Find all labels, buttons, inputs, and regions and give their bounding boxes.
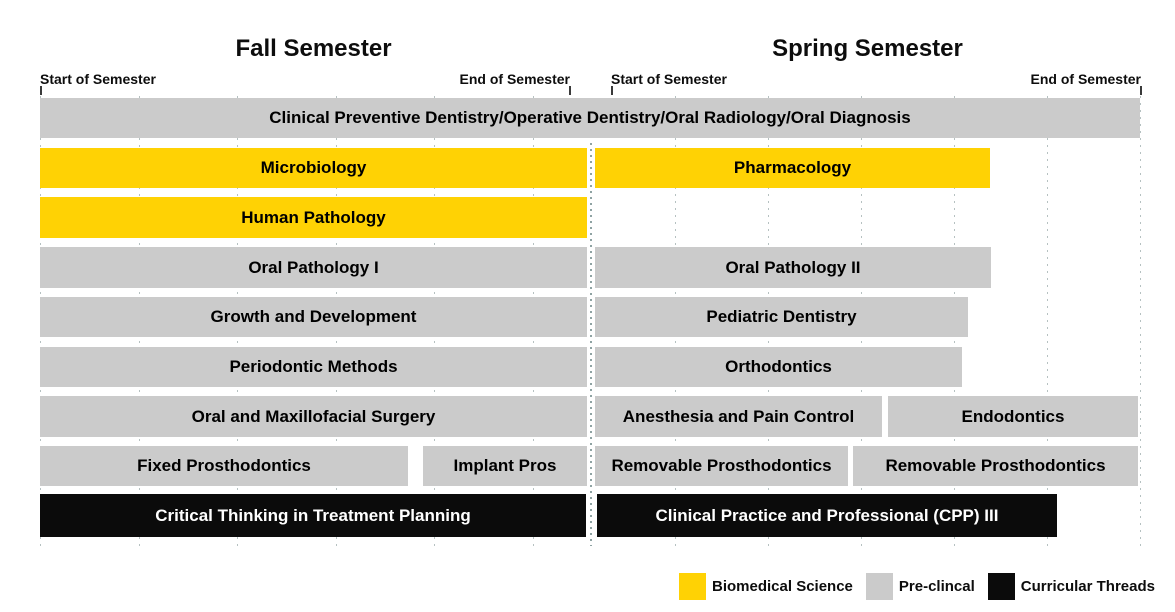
course-bar: Removable Prosthodontics: [595, 446, 848, 486]
course-bar: Orthodontics: [595, 347, 962, 387]
course-bar: Microbiology: [40, 148, 587, 188]
course-bar: Clinical Preventive Dentistry/Operative …: [40, 98, 1140, 138]
course-bar: Implant Pros: [423, 446, 587, 486]
course-bar: Oral Pathology I: [40, 247, 587, 288]
legend-item: Biomedical Science: [679, 572, 853, 600]
course-bar: Fixed Prosthodontics: [40, 446, 408, 486]
spring-end-of-semester-label: End of Semester: [1030, 71, 1141, 87]
legend: Biomedical Science Pre-clincal Curricular …: [679, 572, 1155, 600]
course-bar: Pharmacology: [595, 148, 990, 188]
fall-semester-title: Fall Semester: [235, 35, 392, 62]
course-bar: Clinical Practice and Professional (CPP)…: [597, 494, 1057, 537]
course-bar: Endodontics: [888, 396, 1138, 437]
spring-semester-title: Spring Semester: [772, 35, 963, 62]
course-bar: Critical Thinking in Treatment Planning: [40, 494, 586, 537]
course-bar: Periodontic Methods: [40, 347, 587, 387]
course-bar: Growth and Development: [40, 297, 587, 337]
course-bar: Oral and Maxillofacial Surgery: [40, 396, 587, 437]
course-bar: Pediatric Dentistry: [595, 297, 968, 337]
fall-start-of-semester-label: Start of Semester: [40, 71, 156, 87]
legend-item: Pre-clincal: [865, 572, 975, 600]
legend-swatch-preclinical: [865, 572, 893, 600]
legend-label: Pre-clincal: [898, 577, 975, 595]
axis-tick: [569, 86, 571, 95]
legend-swatch-thread: [987, 572, 1015, 600]
legend-item: Curricular Threads: [987, 572, 1155, 600]
course-bar: Oral Pathology II: [595, 247, 991, 288]
axis-tick: [611, 86, 613, 95]
fall-end-of-semester-label: End of Semester: [459, 71, 570, 87]
axis-tick: [40, 86, 42, 95]
legend-swatch-biomedical: [679, 572, 706, 600]
gridline: [1047, 96, 1048, 550]
course-bar: Human Pathology: [40, 197, 587, 238]
spring-start-of-semester-label: Start of Semester: [611, 71, 727, 87]
legend-label: Biomedical Science: [712, 577, 853, 595]
semester-divider: [590, 143, 592, 546]
course-bar: Anesthesia and Pain Control: [595, 396, 882, 437]
legend-label: Curricular Threads: [1020, 577, 1155, 595]
gridline: [1140, 96, 1141, 550]
course-bar: Removable Prosthodontics: [853, 446, 1138, 486]
axis-tick: [1140, 86, 1142, 95]
